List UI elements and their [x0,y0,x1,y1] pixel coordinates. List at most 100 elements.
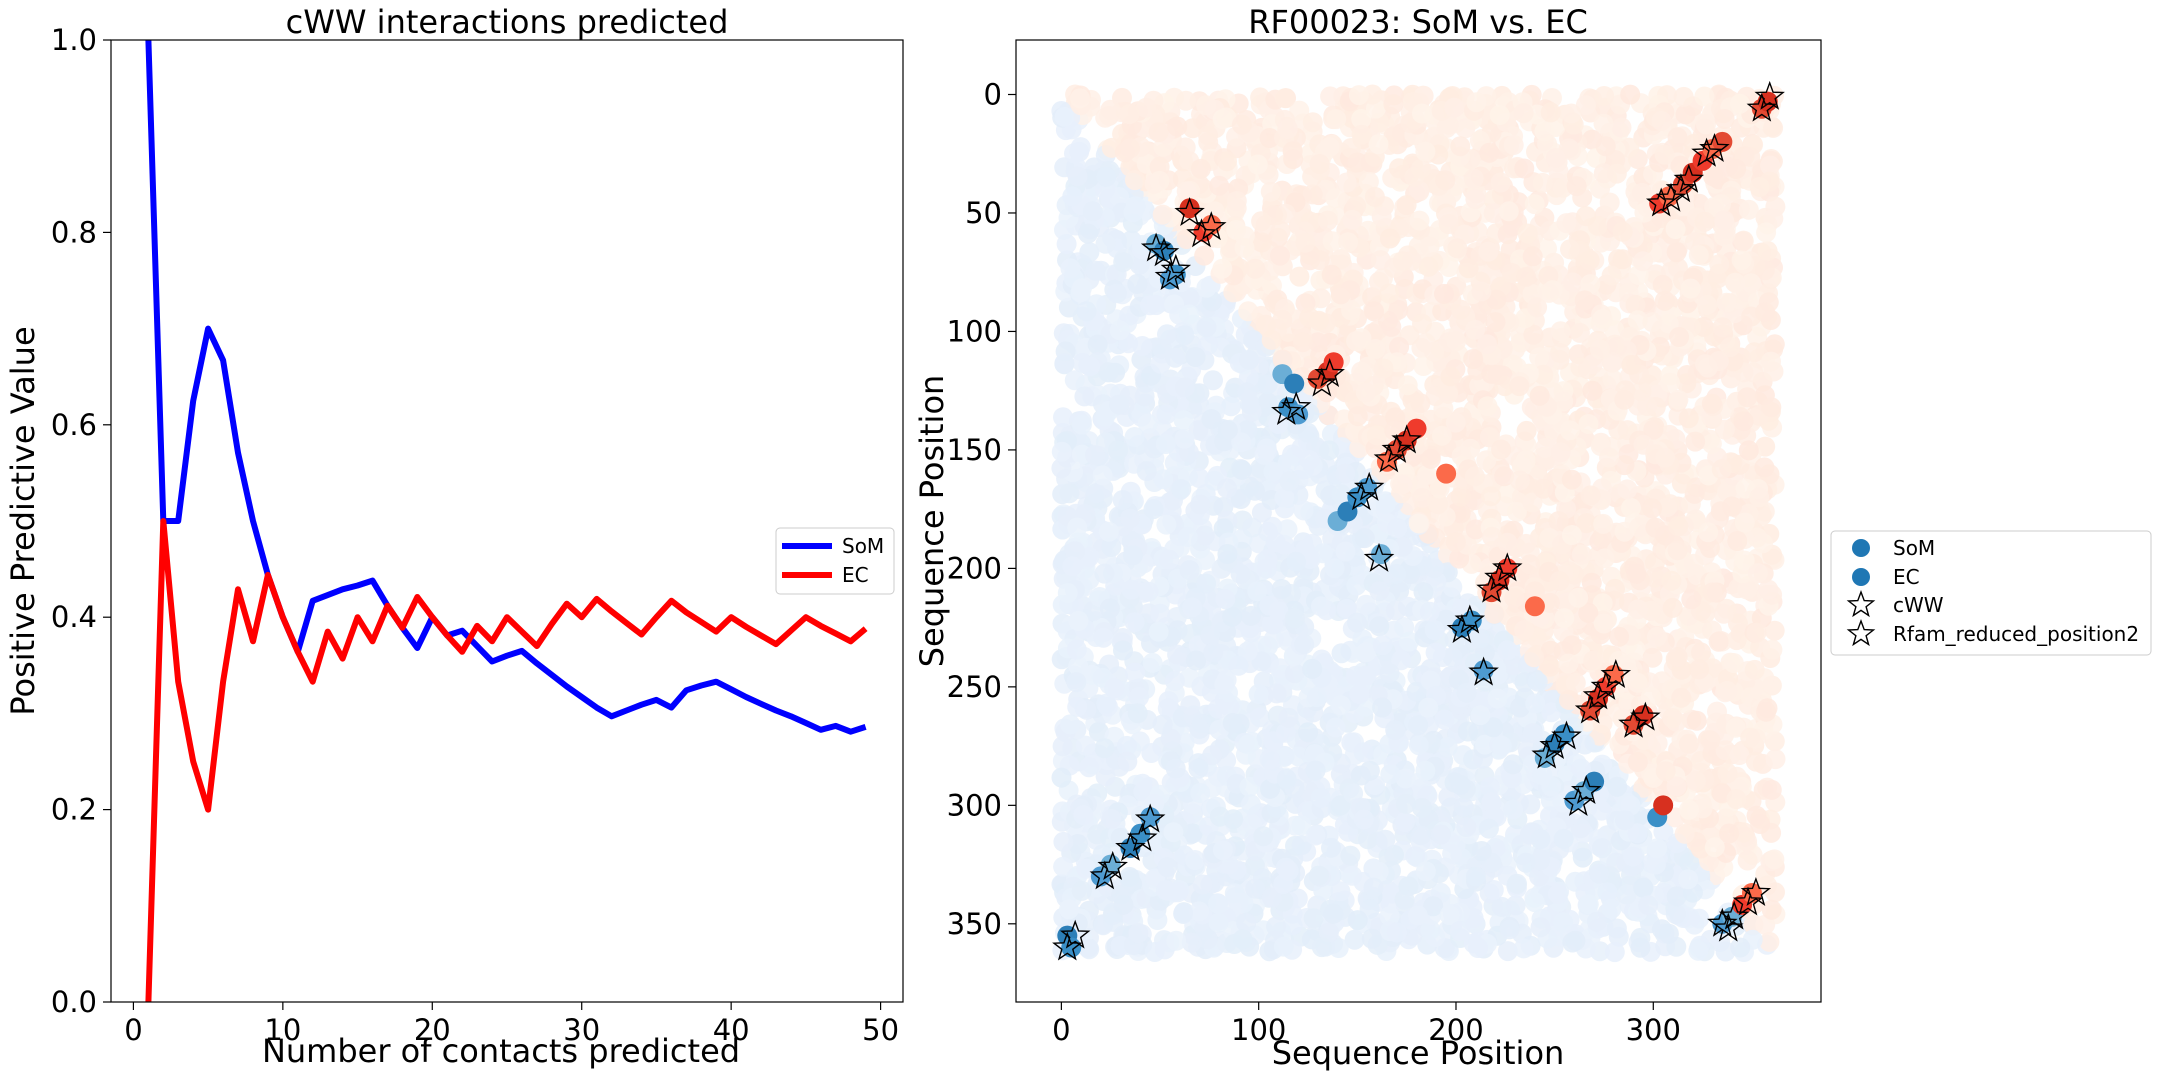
som-background-point [1688,940,1709,961]
som-background-point [1578,894,1599,915]
som-background-point [1188,758,1209,779]
ec-background-point [1760,155,1781,176]
som-background-point [1088,721,1109,742]
ec-background-point [1370,250,1391,271]
ec-background-point [1612,249,1633,270]
ec-background-point [1601,265,1622,286]
ec-background-point [1524,647,1545,668]
som-background-point [1278,707,1299,728]
ec-background-point [1415,141,1436,162]
x-tick-label: 30 [563,1013,600,1047]
ec-background-point [1633,251,1653,272]
som-background-point [1263,731,1284,752]
ec-background-point [1392,474,1413,495]
som-background-point [1325,717,1346,738]
ec-background-point [1599,447,1620,468]
ec-background-point [1404,166,1425,187]
som-background-point [1182,597,1203,618]
ec-background-point [1578,414,1599,434]
som-background-point [1413,582,1434,603]
som-background-point [1062,186,1083,207]
som-background-point [1237,641,1258,662]
ec-background-point [1247,154,1268,175]
som-background-point [1157,857,1178,878]
som-background-point [1321,837,1341,858]
ec-background-point [1397,375,1418,396]
ec-background-point [1678,733,1699,754]
ec-background-point [1731,250,1752,270]
ec-background-point [1418,256,1439,277]
som-background-point [1197,929,1218,950]
som-background-point [1572,847,1593,868]
som-background-point [1346,575,1367,596]
som-background-point [1122,545,1143,566]
y-tick-label: 0.6 [51,408,97,442]
ec-background-point [1302,184,1323,205]
som-background-point [1311,937,1332,958]
som-background-point [1056,234,1077,254]
som-background-point [1109,320,1130,341]
som-background-point [1368,861,1389,882]
som-background-point [1399,631,1419,652]
som-background-point [1330,795,1351,816]
som-background-point [1179,560,1200,581]
som-background-point [1601,898,1622,919]
som-background-point [1150,603,1171,624]
som-background-point [1347,612,1367,633]
som-background-point [1406,681,1427,702]
som-background-point [1196,277,1217,298]
ec-background-point [1702,582,1723,603]
ec-background-point [1412,487,1433,508]
som-background-point [1146,295,1167,316]
som-background-point [1457,721,1478,742]
ec-background-point [1522,246,1543,267]
som-background-point [1395,812,1415,833]
som-background-point [1369,616,1390,637]
som-background-point [1217,544,1238,564]
ec-background-point [1270,245,1290,266]
ec-background-point [1383,94,1404,115]
ec-background-point [1389,158,1409,179]
som-background-point [1633,877,1654,898]
left-x-axis-label: Number of contacts predicted [262,1032,740,1070]
ec-background-point [1579,250,1600,271]
som-background-point [1331,484,1352,505]
ec-background-point [1727,531,1748,551]
ec-background-point [1654,144,1675,165]
som-background-point [1086,483,1107,504]
ec-background-point [1668,516,1689,537]
ec-background-point [1737,579,1758,600]
ec-background-point [1463,349,1484,369]
ec-background-point [1317,210,1338,231]
som-background-point [1284,663,1305,684]
ec-background-point [1428,494,1448,515]
som-background-point [1340,845,1361,866]
ec-background-point [1662,597,1683,618]
ec-background-point [1686,771,1706,792]
som-background-point [1275,857,1296,878]
som-background-point [1331,643,1352,664]
ec-background-point [1347,406,1368,427]
som-background-point [1226,859,1247,880]
ec-background-point [1595,136,1616,157]
ec-background-point [1627,310,1648,331]
som-background-point [1190,783,1211,803]
ec-background-point [1764,849,1785,870]
ec-background-point [1261,329,1282,350]
som-background-point [1074,386,1095,407]
ec-background-point [1516,266,1537,287]
som-background-point [1530,917,1551,938]
som-background-point [1356,642,1377,663]
ec-background-point [1640,686,1661,707]
som-background-point [1125,662,1145,683]
ec-background-point [1609,626,1630,647]
som-background-point [1548,884,1568,904]
ec-background-point [1763,117,1784,138]
som-background-point [1310,596,1331,617]
ec-background-point [1311,288,1331,309]
ec-background-point [1689,659,1709,680]
som-background-point [1186,650,1207,671]
som-background-point [1203,370,1223,391]
som-background-point [1324,558,1345,579]
som-background-point [1271,579,1292,599]
